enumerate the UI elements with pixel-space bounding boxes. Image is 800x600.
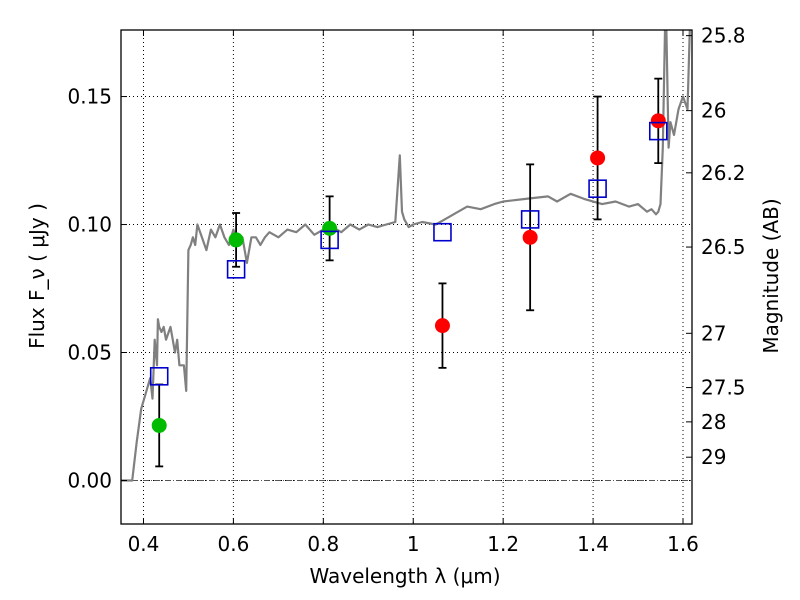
y-tick-label: 0.05 bbox=[67, 341, 112, 365]
red-data-point bbox=[650, 113, 666, 129]
green-data-point bbox=[151, 417, 167, 433]
green-data-point bbox=[322, 220, 338, 236]
magnitude-tick-label: 25.8 bbox=[701, 24, 746, 48]
red-data-point bbox=[434, 318, 450, 334]
model-spectrum-line bbox=[121, 30, 691, 482]
data-marks bbox=[149, 77, 668, 468]
model-photometry-square bbox=[588, 179, 607, 198]
magnitude-tick-label: 28 bbox=[701, 410, 726, 434]
x-tick-label: 1.2 bbox=[487, 532, 519, 556]
magnitude-tick-label: 27 bbox=[701, 321, 726, 345]
y-axis-title: Flux F_ν ( μJy ) bbox=[25, 203, 49, 349]
plot-frame bbox=[120, 29, 693, 525]
x-tick-label: 1 bbox=[407, 532, 420, 556]
x-tick-label: 0.6 bbox=[217, 532, 249, 556]
model-photometry-square bbox=[520, 210, 540, 229]
magnitude-tick-label: 26 bbox=[701, 99, 726, 123]
green-data-point bbox=[228, 232, 244, 248]
model-photometry-square bbox=[320, 230, 339, 250]
x-tick-label: 0.4 bbox=[128, 532, 160, 556]
model-photometry-square bbox=[433, 222, 452, 242]
red-data-point bbox=[590, 150, 606, 166]
model-photometry-square bbox=[648, 121, 668, 141]
model-photometry-square bbox=[149, 367, 169, 386]
magnitude-tick-label: 29 bbox=[701, 445, 726, 469]
right-axis-title: Magnitude (AB) bbox=[759, 198, 783, 353]
y-tick-label: 0.10 bbox=[67, 213, 112, 237]
x-axis-title: Wavelength λ (μm) bbox=[309, 564, 500, 588]
x-tick-label: 1.4 bbox=[577, 532, 609, 556]
x-tick-label: 0.8 bbox=[307, 532, 339, 556]
grid bbox=[121, 30, 692, 524]
magnitude-tick-label: 26.2 bbox=[701, 161, 746, 185]
x-tick-label: 1.6 bbox=[667, 532, 699, 556]
magnitude-tick-label: 26.5 bbox=[701, 235, 746, 259]
magnitude-tick-label: 27.5 bbox=[701, 376, 746, 400]
red-data-point bbox=[522, 229, 538, 245]
y-tick-label: 0.15 bbox=[67, 85, 112, 109]
axis-ticks: 0.4 0.6 0.8 1 1.2 1.4 1.6 0.00 0.05 0.10 0.15 25.8 2… bbox=[67, 24, 745, 556]
model-photometry-square bbox=[226, 260, 246, 279]
y-tick-label: 0.00 bbox=[67, 468, 112, 492]
